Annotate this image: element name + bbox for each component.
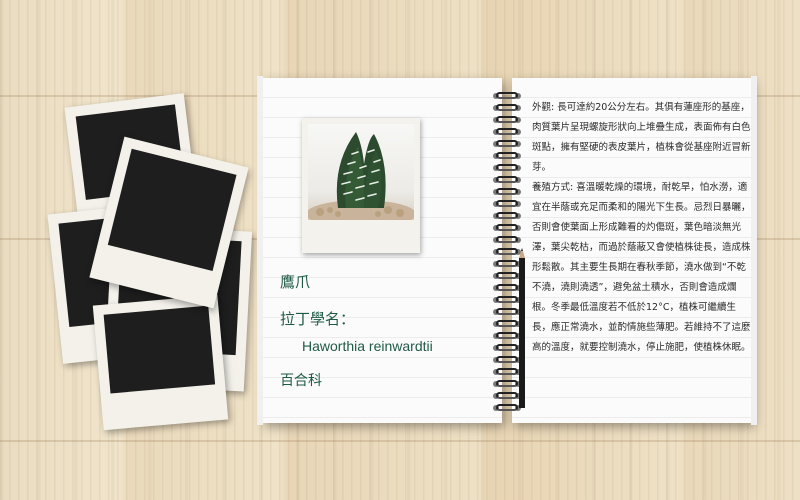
pencil-icon xyxy=(519,248,525,408)
notebook-right-page xyxy=(512,76,757,425)
binding-ring xyxy=(493,104,521,112)
latin-name-label: 拉丁學名： xyxy=(280,310,356,328)
binding-ring xyxy=(493,236,521,244)
binding-ring xyxy=(493,308,521,316)
binding-ring xyxy=(493,92,521,100)
plant-latin-name: Haworthia reinwardtii xyxy=(302,338,433,354)
binding-ring xyxy=(493,392,521,400)
binding-ring xyxy=(493,356,521,364)
plant-family: 百合科 xyxy=(280,373,322,389)
notebook: 鷹爪 拉丁學名： Haworthia reinwardtii 百合科 外觀: 長… xyxy=(257,76,757,425)
plant-common-name: 鷹爪 xyxy=(280,273,311,291)
plant-description: 外觀: 長可達約20公分左右。其俱有蓮座形的基座，肉質葉片呈現螺旋形狀向上堆疊生… xyxy=(532,98,752,358)
binding-ring xyxy=(493,320,521,328)
binding-ring xyxy=(493,368,521,376)
binding-ring xyxy=(493,380,521,388)
binding-ring xyxy=(493,176,521,184)
binding-ring xyxy=(493,200,521,208)
care-text: 養殖方式: 喜溫暖乾燥的環境，耐乾旱，怕水澇，適宜在半蔭或充足而柔和的陽光下生長… xyxy=(532,182,751,353)
binding-ring xyxy=(493,284,521,292)
plant-photo xyxy=(302,118,420,253)
binding-ring xyxy=(493,404,521,412)
binding-ring xyxy=(493,224,521,232)
binding-ring xyxy=(493,248,521,256)
polaroid-frame xyxy=(92,294,229,431)
binding-ring xyxy=(493,296,521,304)
binding-ring xyxy=(493,164,521,172)
binding-ring xyxy=(493,116,521,124)
succulent-image xyxy=(308,132,414,220)
binding-ring xyxy=(493,140,521,148)
binding-ring xyxy=(493,260,521,268)
binding-ring xyxy=(493,188,521,196)
binding-ring xyxy=(493,272,521,280)
spiral-binding-icon xyxy=(493,92,521,412)
binding-ring xyxy=(493,128,521,136)
binding-ring xyxy=(493,344,521,352)
appearance-text: 外觀: 長可達約20公分左右。其俱有蓮座形的基座，肉質葉片呈現螺旋形狀向上堆疊生… xyxy=(532,102,751,173)
binding-ring xyxy=(493,152,521,160)
binding-ring xyxy=(493,332,521,340)
binding-ring xyxy=(493,212,521,220)
